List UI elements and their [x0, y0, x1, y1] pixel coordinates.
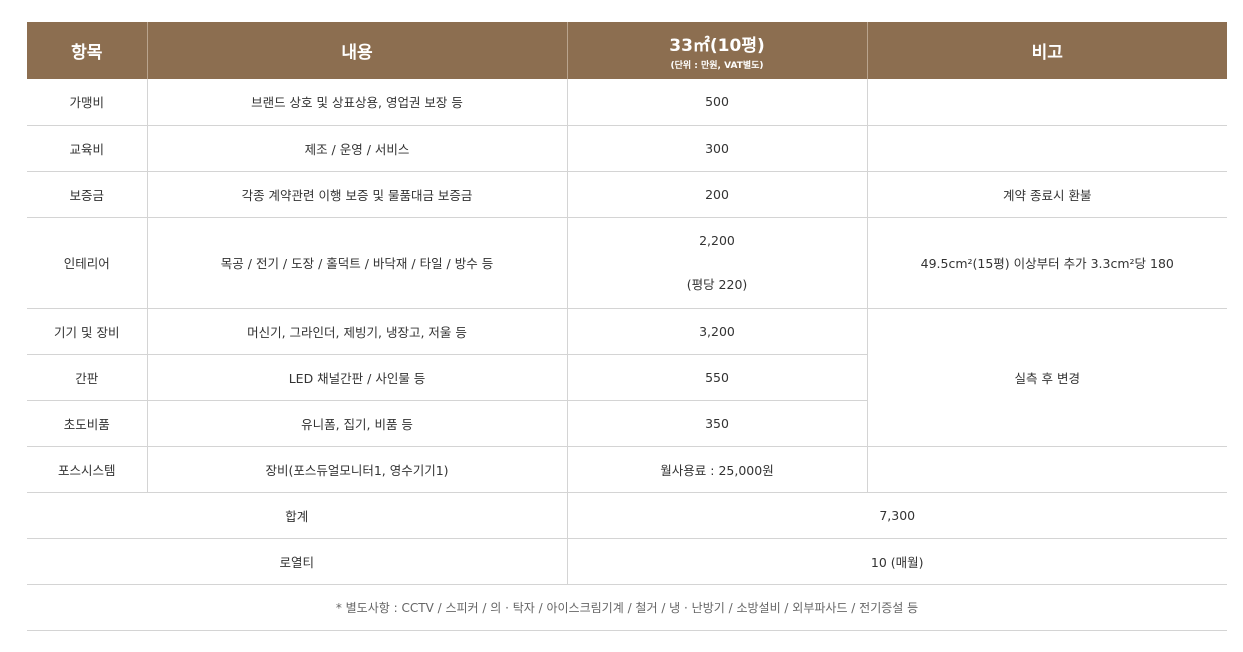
table-row: 교육비 제조 / 운영 / 서비스 300	[27, 125, 1227, 172]
row-content: 각종 계약관련 이행 보증 및 물품대금 보증금	[146, 171, 567, 218]
row-cost: 300	[566, 125, 867, 172]
row-note: 49.5cm²(15평) 이상부터 추가 3.3cm²당 180	[866, 217, 1227, 309]
row-content: 머신기, 그라인더, 제빙기, 냉장고, 저울 등	[146, 308, 567, 355]
row-note	[866, 446, 1227, 493]
table-row: 보증금 각종 계약관련 이행 보증 및 물품대금 보증금 200 계약 종료시 …	[27, 171, 1227, 218]
franchise-cost-table: 항목 내용 33㎡(10평) (단위 : 만원, VAT별도) 비고 가맹비 브…	[27, 22, 1227, 631]
header-content: 내용	[146, 22, 567, 79]
table-row: 간판 LED 채널간판 / 사인물 등 550	[27, 354, 1227, 401]
footnote: * 별도사항 : CCTV / 스피커 / 의 · 탁자 / 아이스크림기계 /…	[27, 584, 1227, 631]
row-item: 포스시스템	[27, 446, 147, 493]
total-value: 7,300	[566, 492, 1227, 539]
row-content: 목공 / 전기 / 도장 / 홀덕트 / 바닥재 / 타일 / 방수 등	[146, 217, 567, 309]
row-note: 계약 종료시 환불	[866, 171, 1227, 218]
row-cost: 3,200	[566, 308, 867, 355]
total-row: 합계 7,300	[27, 492, 1227, 539]
row-cost: 550	[566, 354, 867, 401]
header-cost-label: 33㎡(10평)	[669, 35, 765, 56]
table-header-row: 항목 내용 33㎡(10평) (단위 : 만원, VAT별도) 비고	[27, 22, 1227, 79]
row-content: 유니폼, 집기, 비품 등	[146, 400, 567, 447]
royalty-value: 10 (매월)	[566, 538, 1227, 585]
row-note	[866, 125, 1227, 172]
royalty-label: 로열티	[27, 538, 567, 585]
row-content: 제조 / 운영 / 서비스	[146, 125, 567, 172]
header-note: 비고	[866, 22, 1227, 79]
row-cost-value: 2,200	[699, 232, 735, 248]
table-row: 가맹비 브랜드 상호 및 상표상용, 영업권 보장 등 500	[27, 79, 1227, 126]
royalty-row: 로열티 10 (매월)	[27, 538, 1227, 585]
table-row: 인테리어 목공 / 전기 / 도장 / 홀덕트 / 바닥재 / 타일 / 방수 …	[27, 217, 1227, 309]
table-row: 기기 및 장비 머신기, 그라인더, 제빙기, 냉장고, 저울 등 3,200 …	[27, 308, 1227, 447]
row-content: LED 채널간판 / 사인물 등	[146, 354, 567, 401]
row-item: 인테리어	[27, 217, 147, 309]
row-note-merged: 실측 후 변경	[866, 308, 1227, 447]
row-cost: 350	[566, 400, 867, 447]
row-item: 교육비	[27, 125, 147, 172]
row-note	[866, 79, 1227, 126]
total-label: 합계	[27, 492, 567, 539]
table-row: 포스시스템 장비(포스듀얼모니터1, 영수기기1) 월사용료 : 25,000원	[27, 446, 1227, 493]
row-item: 초도비품	[27, 400, 147, 447]
row-cost: 500	[566, 79, 867, 126]
row-cost: 월사용료 : 25,000원	[566, 446, 867, 493]
header-cost-unit: (단위 : 만원, VAT별도)	[670, 60, 764, 71]
row-cost: 2,200 (평당 220)	[566, 217, 867, 309]
table-row: 초도비품 유니폼, 집기, 비품 등 350	[27, 400, 1227, 447]
row-content: 브랜드 상호 및 상표상용, 영업권 보장 등	[146, 79, 567, 126]
row-item: 기기 및 장비	[27, 308, 147, 355]
row-item: 간판	[27, 354, 147, 401]
header-cost: 33㎡(10평) (단위 : 만원, VAT별도)	[566, 22, 867, 79]
header-item: 항목	[27, 22, 147, 79]
footnote-row: * 별도사항 : CCTV / 스피커 / 의 · 탁자 / 아이스크림기계 /…	[27, 584, 1227, 631]
row-item: 보증금	[27, 171, 147, 218]
row-content: 장비(포스듀얼모니터1, 영수기기1)	[146, 446, 567, 493]
row-cost: 200	[566, 171, 867, 218]
row-item: 가맹비	[27, 79, 147, 126]
row-cost-per-pyeong: (평당 220)	[686, 276, 748, 292]
